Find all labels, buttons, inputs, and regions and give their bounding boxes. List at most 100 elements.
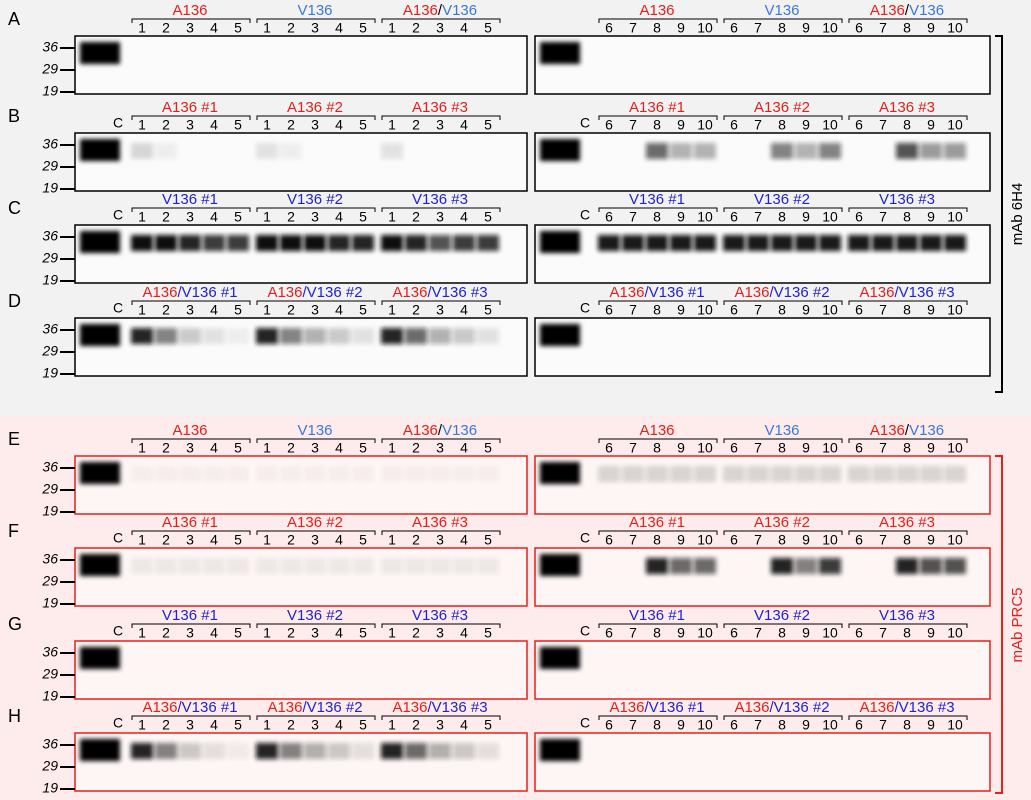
band xyxy=(622,466,644,482)
marker-label: 36 xyxy=(42,228,58,244)
lane-number: 9 xyxy=(677,625,685,641)
band xyxy=(429,466,451,482)
lane-number: 9 xyxy=(802,20,810,36)
lane-number: 3 xyxy=(436,625,444,641)
lane-number: 5 xyxy=(359,440,367,456)
group-bracket xyxy=(848,18,968,23)
lane-number: 2 xyxy=(287,117,295,133)
group-label-part: A136 #3 xyxy=(412,514,468,531)
band xyxy=(203,328,225,344)
group-label-part: V136 #1 xyxy=(162,607,218,624)
band xyxy=(795,143,817,159)
band xyxy=(227,235,249,251)
band xyxy=(381,743,403,759)
lane-number: 9 xyxy=(927,209,935,225)
group-label-part: V136 #3 xyxy=(879,191,935,208)
group-label: A136 #1 xyxy=(162,514,218,531)
band xyxy=(723,235,745,251)
group-label-part: A136 #1 xyxy=(162,514,218,531)
lane-number: 2 xyxy=(162,625,170,641)
band xyxy=(453,235,475,251)
group-label: V136 #3 xyxy=(412,191,468,208)
lane-number: 5 xyxy=(484,625,492,641)
lane-number: 2 xyxy=(412,302,420,318)
lane-number: 3 xyxy=(311,440,319,456)
group-label: V136 #2 xyxy=(754,607,810,624)
group-label: A136 #3 xyxy=(412,99,468,116)
lane-number: 1 xyxy=(138,302,146,318)
blot xyxy=(74,224,528,284)
band xyxy=(723,466,745,482)
lane-number: 7 xyxy=(629,717,637,733)
lane-number: 2 xyxy=(412,117,420,133)
group-bracket xyxy=(848,438,968,443)
group-label-part: V136 xyxy=(909,2,944,19)
lane-number: 8 xyxy=(903,532,911,548)
group-label-part: V136 xyxy=(297,2,332,19)
lane-number: 8 xyxy=(903,625,911,641)
band xyxy=(598,235,620,251)
lane-number: 8 xyxy=(778,209,786,225)
lane-number: 3 xyxy=(436,440,444,456)
group-label-part: A136 #2 xyxy=(754,99,810,116)
lane-number: 4 xyxy=(335,532,343,548)
panel-letter: C xyxy=(8,198,21,218)
group-label-part: A136 #3 xyxy=(412,99,468,116)
group-label-part: V136 xyxy=(909,422,944,439)
lane-number: 2 xyxy=(162,440,170,456)
lane-number: 1 xyxy=(388,625,396,641)
panel-letter: A xyxy=(8,9,20,29)
band xyxy=(256,558,278,574)
band xyxy=(540,554,580,576)
lane-number: 4 xyxy=(460,532,468,548)
group-bracket xyxy=(131,715,251,720)
group-label-part: A136 #2 xyxy=(754,514,810,531)
lane-number: 8 xyxy=(653,440,661,456)
group-label: A136/V136 #1 xyxy=(609,284,704,301)
lane-number: 7 xyxy=(754,117,762,133)
lane-number: 1 xyxy=(263,532,271,548)
lane-number: 10 xyxy=(947,532,963,548)
marker-label: 36 xyxy=(42,551,58,567)
band xyxy=(179,235,201,251)
group-label: V136 xyxy=(297,422,332,439)
lane-number: 10 xyxy=(697,302,713,318)
lane-number: 3 xyxy=(186,117,194,133)
lane-number: 3 xyxy=(311,717,319,733)
lane-number: 7 xyxy=(754,532,762,548)
group-label: A136 #3 xyxy=(879,99,935,116)
band xyxy=(848,466,870,482)
lane-number: 5 xyxy=(234,532,242,548)
group-bracket xyxy=(848,207,968,212)
group-label: A136 xyxy=(172,2,207,19)
band xyxy=(131,558,153,574)
group-label-part: A136 #2 xyxy=(287,514,343,531)
lane-number: 5 xyxy=(359,717,367,733)
lane-number: 5 xyxy=(359,532,367,548)
band xyxy=(944,558,966,574)
group-bracket xyxy=(598,115,718,120)
group-label-part: V136 #2 xyxy=(287,191,343,208)
lane-number: 8 xyxy=(903,302,911,318)
lane-number: 7 xyxy=(879,117,887,133)
lane-number: 7 xyxy=(629,532,637,548)
group-label: V136 #1 xyxy=(162,607,218,624)
band xyxy=(304,466,326,482)
blot xyxy=(534,132,991,192)
lane-number: 5 xyxy=(484,440,492,456)
band xyxy=(453,558,475,574)
band xyxy=(540,739,580,761)
group-label-part: A136 xyxy=(403,422,438,439)
lane-number: 6 xyxy=(855,117,863,133)
group-label-part: A136 #3 xyxy=(879,514,935,531)
band xyxy=(771,466,793,482)
lane-number: 5 xyxy=(234,625,242,641)
band xyxy=(280,743,302,759)
lane-number: 6 xyxy=(605,117,613,133)
group-label: A136/V136 xyxy=(870,422,944,439)
lane-number: 2 xyxy=(287,717,295,733)
group-label-part: A136 xyxy=(142,284,177,301)
lane-number: 2 xyxy=(162,20,170,36)
band xyxy=(771,235,793,251)
